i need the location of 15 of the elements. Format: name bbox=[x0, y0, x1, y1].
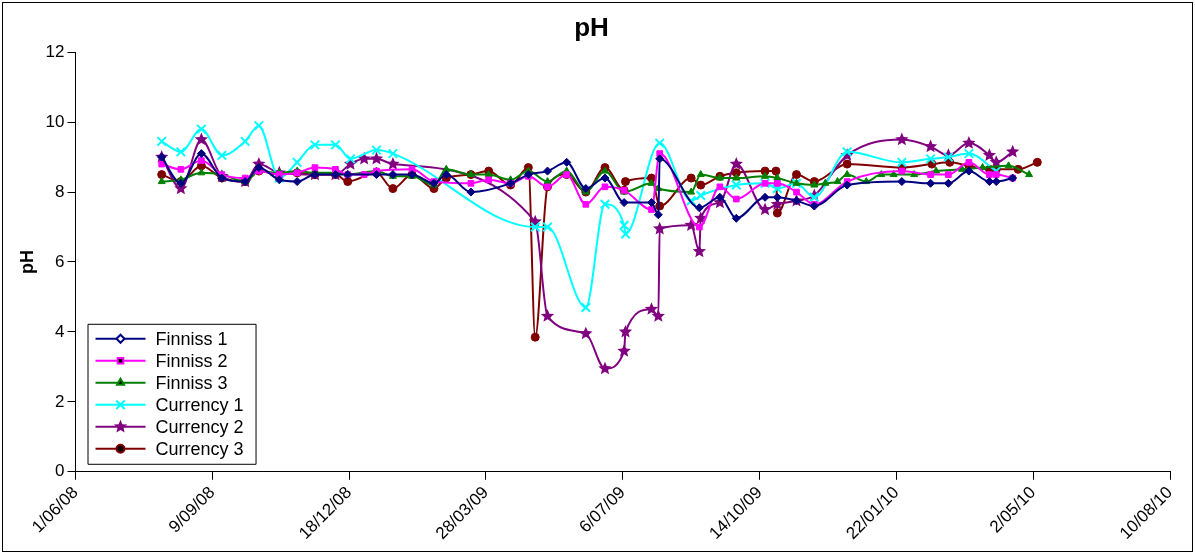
legend-label: Finniss 2 bbox=[155, 350, 228, 371]
legend-label: Currency 3 bbox=[155, 438, 244, 459]
legend-label: Finniss 3 bbox=[155, 372, 228, 393]
chart-title: pH bbox=[574, 11, 609, 42]
y-tick-label: 10 bbox=[45, 111, 65, 131]
legend-label: Finniss 1 bbox=[155, 328, 228, 349]
y-tick-label: 2 bbox=[55, 391, 65, 411]
y-tick-label: 4 bbox=[55, 321, 65, 341]
y-tick-label: 0 bbox=[55, 461, 65, 481]
legend-label: Currency 1 bbox=[155, 394, 244, 415]
y-axis-title: pH bbox=[16, 249, 37, 274]
y-tick-label: 12 bbox=[45, 41, 65, 61]
y-tick-label: 8 bbox=[55, 181, 65, 201]
y-tick-label: 6 bbox=[55, 251, 65, 271]
legend-label: Currency 2 bbox=[155, 416, 244, 437]
